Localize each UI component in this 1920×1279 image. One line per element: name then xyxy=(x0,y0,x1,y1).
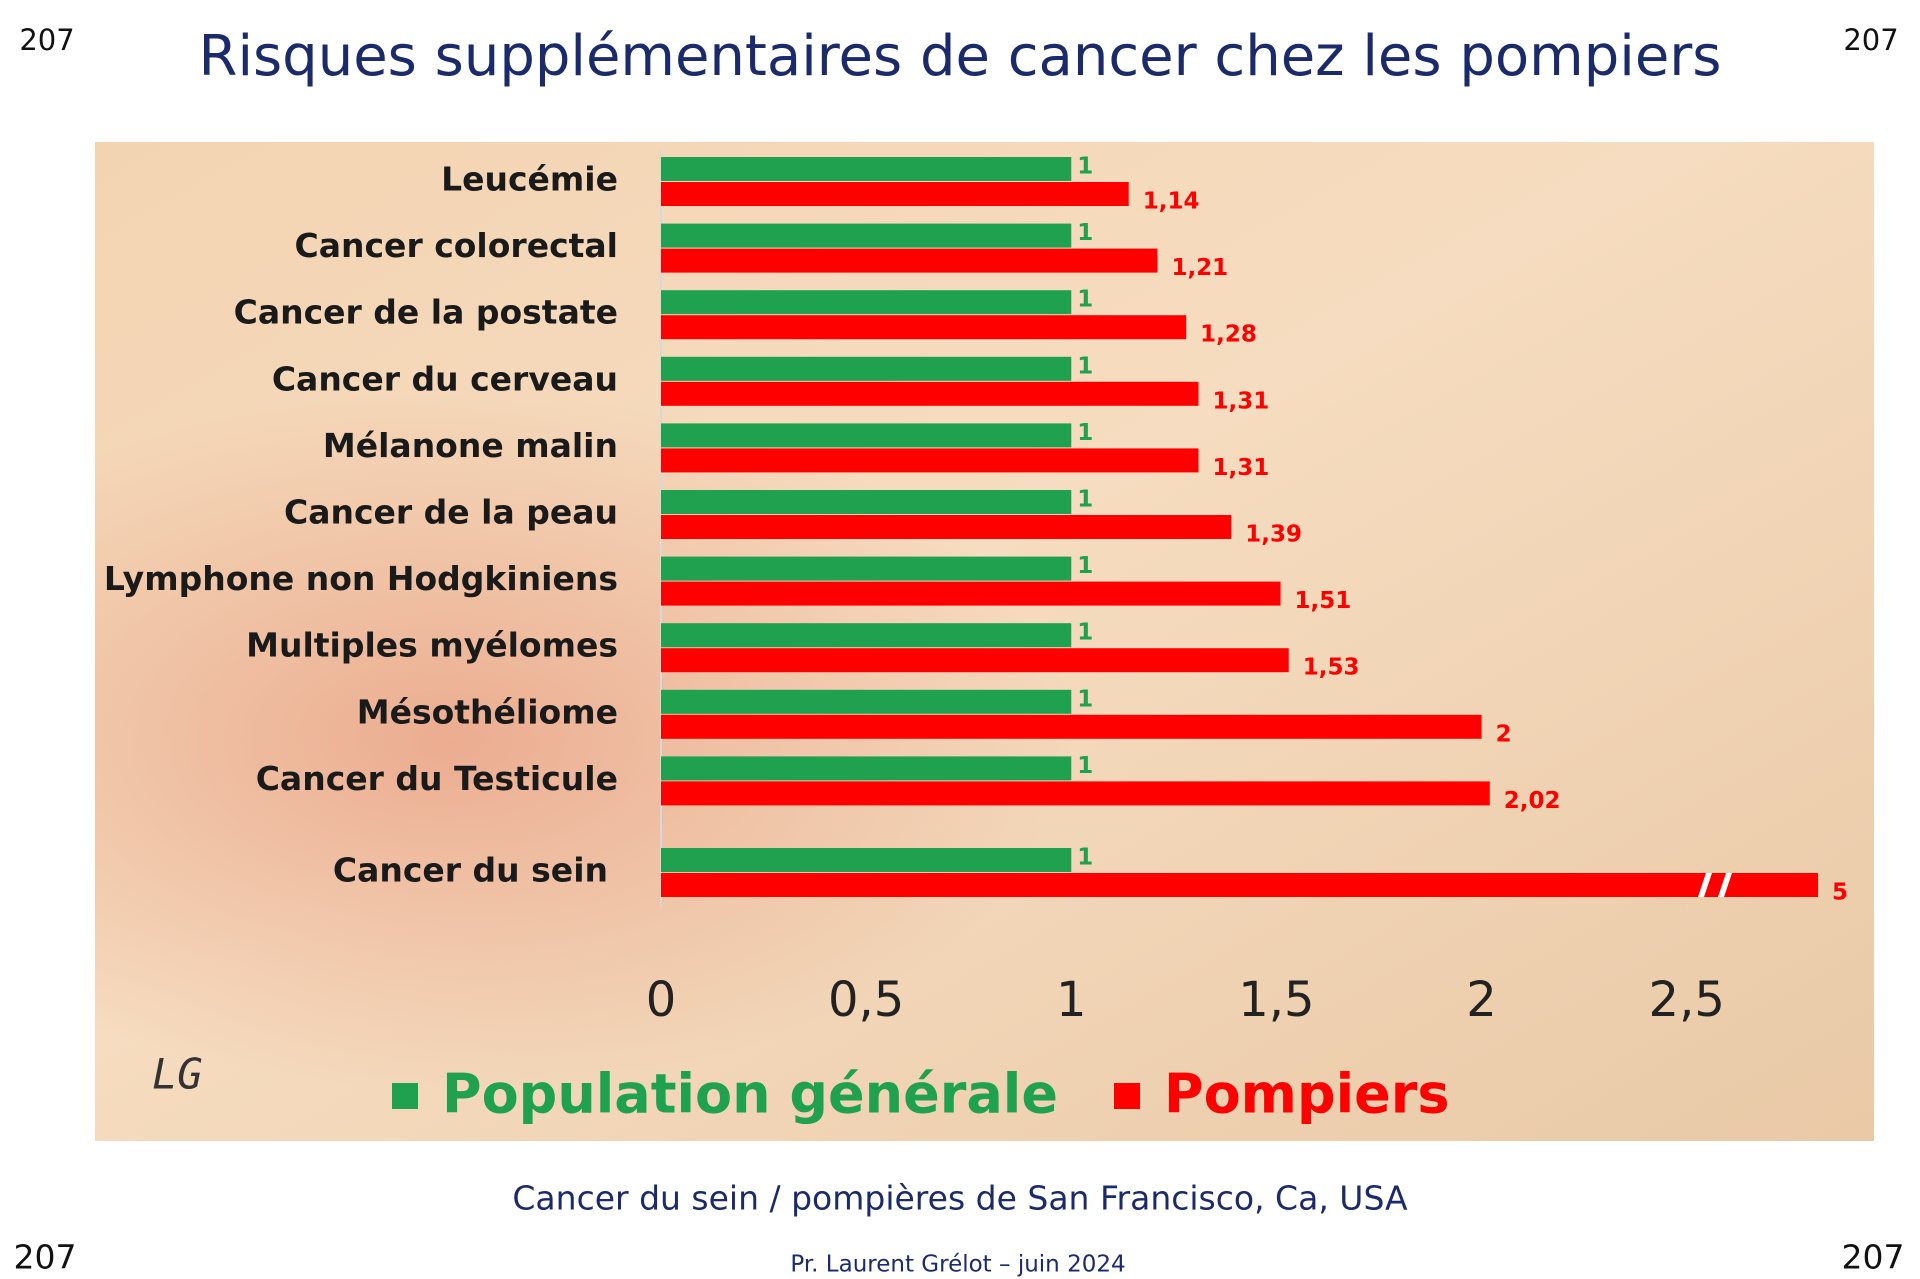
legend-swatch xyxy=(1114,1083,1140,1109)
bar xyxy=(661,448,1199,473)
bar xyxy=(661,423,1072,448)
bar xyxy=(661,515,1232,539)
bar xyxy=(661,381,1199,406)
legend-label: Population générale xyxy=(442,1063,1058,1126)
value-label: 1,21 xyxy=(1171,255,1228,281)
value-label: 1,39 xyxy=(1245,522,1302,548)
value-label: 1 xyxy=(1077,686,1093,712)
category-label: Leucémie xyxy=(441,160,618,199)
bar xyxy=(661,623,1072,648)
category-label: Multiples myélomes xyxy=(246,626,618,665)
x-tick-label: 2 xyxy=(1466,972,1497,1028)
category-label: Cancer du cerveau xyxy=(272,359,618,398)
value-label: 5 xyxy=(1832,880,1848,906)
bar xyxy=(661,714,1482,739)
value-label: 1,51 xyxy=(1295,588,1352,614)
category-label: Cancer de la postate xyxy=(234,293,618,332)
value-label: 2 xyxy=(1496,721,1512,747)
bar xyxy=(661,581,1281,606)
value-label: 1 xyxy=(1077,353,1093,379)
chart-title: Risques supplémentaires de cancer chez l… xyxy=(199,24,1722,89)
category-label: Lymphone non Hodgkiniens xyxy=(104,559,618,598)
page-number: 207 xyxy=(14,1238,77,1277)
bar xyxy=(661,689,1072,714)
bar xyxy=(661,756,1072,781)
value-label: 1 xyxy=(1077,420,1093,446)
bar xyxy=(661,781,1490,806)
value-label: 2,02 xyxy=(1504,788,1561,814)
bar xyxy=(661,490,1072,514)
bar xyxy=(661,290,1072,315)
axis-break xyxy=(1698,873,1712,897)
x-tick-label: 2,5 xyxy=(1649,972,1725,1028)
page-number: 207 xyxy=(1842,1238,1905,1277)
value-label: 1 xyxy=(1077,154,1093,180)
value-label: 1 xyxy=(1077,753,1093,779)
page-number: 207 xyxy=(1843,23,1898,57)
legend-swatch xyxy=(392,1083,418,1109)
category-label: Cancer du sein xyxy=(333,851,608,890)
footer: Pr. Laurent Grélot – juin 2024 xyxy=(790,1252,1125,1278)
x-tick-label: 1,5 xyxy=(1238,972,1314,1028)
value-label: 1 xyxy=(1077,620,1093,646)
value-label: 1,28 xyxy=(1200,322,1257,348)
value-label: 1 xyxy=(1077,845,1093,871)
category-label: Cancer de la peau xyxy=(284,493,618,532)
category-label: Cancer du Testicule xyxy=(256,759,618,798)
value-label: 1,53 xyxy=(1303,655,1360,681)
bar xyxy=(661,157,1072,181)
signature: LG xyxy=(152,1050,203,1099)
value-label: 1 xyxy=(1077,553,1093,579)
axis-break xyxy=(1718,873,1732,897)
x-tick-label: 1 xyxy=(1056,972,1087,1028)
value-label: 1 xyxy=(1077,220,1093,246)
bar xyxy=(661,182,1129,206)
bar xyxy=(661,873,1818,897)
category-label: Cancer colorectal xyxy=(295,226,618,265)
bar xyxy=(661,848,1072,872)
value-label: 1,31 xyxy=(1212,388,1269,414)
x-tick-label: 0 xyxy=(646,972,677,1028)
value-label: 1,14 xyxy=(1143,189,1200,215)
value-label: 1 xyxy=(1077,287,1093,313)
legend-label: Pompiers xyxy=(1164,1063,1450,1126)
bar xyxy=(661,223,1072,248)
bar xyxy=(661,648,1289,673)
bar xyxy=(661,556,1072,581)
page-number: 207 xyxy=(19,23,74,57)
category-label: Mésothéliome xyxy=(357,692,618,731)
value-label: 1 xyxy=(1077,487,1093,513)
bar xyxy=(661,356,1072,381)
plot: 0 0,5 1 1,5 2 2,5 Leucémie 1 1,14 Cancer colorect… xyxy=(104,150,1848,1126)
caption: Cancer du sein / pompières de San Franci… xyxy=(512,1179,1408,1218)
bar xyxy=(661,315,1187,340)
bar xyxy=(661,248,1158,273)
category-label: Mélanone malin xyxy=(323,426,618,465)
x-tick-label: 0,5 xyxy=(828,972,904,1028)
value-label: 1,31 xyxy=(1212,455,1269,481)
